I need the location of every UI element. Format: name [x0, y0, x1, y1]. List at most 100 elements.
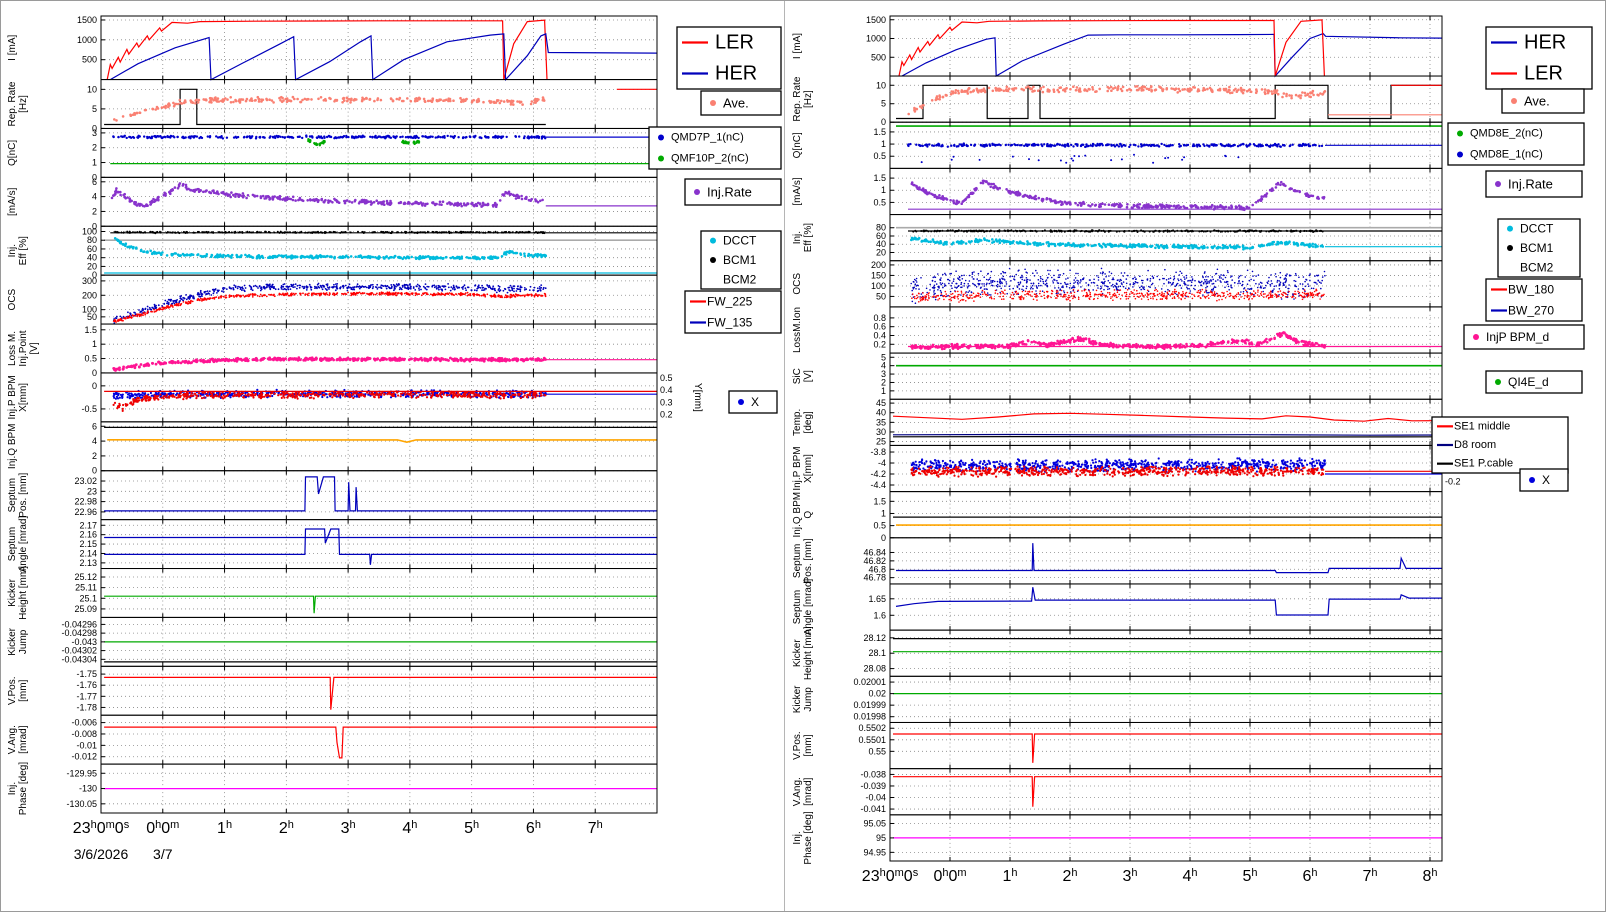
date-label: 3/6/2026	[74, 846, 129, 862]
y-tick-label: 10	[876, 80, 886, 90]
y-tick-label: 0	[881, 117, 886, 127]
legend-dot-swatch	[1511, 98, 1517, 104]
y-axis-label: Eff [%]	[803, 223, 814, 252]
y-axis-label: Pos. [mm]	[18, 472, 29, 517]
y-axis-label: [Hz]	[18, 95, 29, 113]
y-tick-label: 4	[92, 436, 97, 446]
y-tick-label: 2	[92, 206, 97, 216]
subplot-q-nc: 3 2 1 0 Q[nC]	[7, 128, 658, 182]
y-tick-label: 6	[92, 177, 97, 187]
secondary-tick-label: 0.2	[660, 410, 673, 420]
y-axis-label: Kicker	[7, 627, 18, 655]
legend-qi4e: QI4E_d	[1485, 370, 1583, 394]
y-axis-label: [mm]	[18, 679, 29, 701]
y-tick-label: 0	[92, 270, 97, 280]
y-tick-label: 6	[92, 421, 97, 431]
y-tick-label: 5	[881, 352, 886, 362]
series-Y	[910, 465, 1325, 478]
y-tick-label: -0.04304	[61, 654, 97, 664]
y-tick-label: 25	[876, 437, 886, 447]
legend-label: BCM1	[1520, 241, 1554, 255]
y-tick-label: 0.5	[873, 521, 886, 531]
subplot-inj-point: 1.5 1 0.5 0 Loss M. Inj.Point [V]	[7, 323, 658, 378]
legend-label: QMD8E_2(nC)	[1470, 128, 1543, 140]
series-bpm-q	[107, 439, 657, 444]
legend-beam-currents: LER HER	[676, 26, 782, 90]
y-axis-label: Kicker	[792, 685, 803, 713]
y-tick-label: 46.78	[863, 573, 886, 583]
legend-charge-monitors: QMD8E_2(nC) QMD8E_1(nC)	[1447, 122, 1585, 166]
y-axis-label: Septum	[7, 527, 18, 561]
x-tick-label: 4h	[1182, 867, 1197, 885]
y-tick-label: 300	[82, 276, 97, 286]
y-tick-label: 100	[82, 226, 97, 236]
subplot-v-ang: -0.006-0.008-0.01 -0.012 V.Ang. [mrad]	[7, 714, 658, 765]
legend-dot-swatch	[1507, 225, 1513, 232]
series-QMD8E_1(nC)	[920, 153, 1240, 164]
series-Ave.	[113, 95, 546, 122]
legend-eff-monitors: DCCT BCM1 BCM2	[700, 230, 782, 290]
y-axis-label: Pos. [mm]	[803, 538, 814, 583]
x-tick-label: 8h	[1422, 867, 1437, 885]
y-tick-label: -1.78	[76, 702, 97, 712]
series-septum-pos	[104, 476, 657, 512]
y-tick-label: -4.4	[870, 480, 886, 490]
legend-label: DCCT	[1520, 222, 1554, 236]
y-tick-label: 1	[881, 508, 886, 518]
y-tick-label: -4	[878, 458, 886, 468]
y-axis-label: [V]	[803, 370, 814, 382]
legend-dot-swatch	[658, 134, 664, 141]
subplot-lossm-ion: 0.80.60.40.2 LossM.Ion	[792, 306, 1443, 354]
legend-label: DCCT	[723, 234, 757, 248]
y-axis-label: X[mm]	[18, 383, 29, 412]
legend-beam-currents: HER LER	[1485, 26, 1593, 90]
y-axis-label: Inj.P BPM	[7, 375, 18, 419]
series-D8 room	[892, 433, 1443, 436]
legend-dot-swatch	[710, 257, 716, 263]
legend-label: QMD8E_1(nC)	[1470, 149, 1543, 161]
series-HER	[110, 33, 658, 82]
y-tick-label: 0.01998	[853, 712, 886, 722]
legend-charge-monitors: QMD7P_1(nC) QMF10P_2(nC)	[648, 126, 782, 170]
legend-label: FW_225	[707, 295, 753, 309]
y-tick-label: 4	[881, 361, 886, 371]
y-axis-label: Inj.Q BPM	[792, 492, 803, 538]
y-tick-label: 46.8	[868, 564, 886, 574]
y-tick-label: 1.5	[84, 325, 97, 335]
y-axis-label: Inj.	[7, 782, 18, 795]
series-rate-set	[896, 84, 1442, 120]
y-tick-label: 2.16	[79, 530, 97, 540]
legend-dot-swatch	[1495, 379, 1501, 385]
legend-label: HER	[1524, 32, 1566, 54]
y-tick-label: -0.038	[860, 769, 886, 779]
legend-inj-rate: Inj.Rate	[684, 178, 782, 206]
y-tick-label: 100	[871, 281, 886, 291]
y-tick-label: -0.039	[860, 781, 886, 791]
subplot-bpm-q: 6 4 2 0 Inj.Q BPM	[7, 421, 658, 476]
x-tick-label: 2h	[279, 819, 294, 837]
legend-label: QMF10P_2(nC)	[671, 153, 749, 165]
legend-label: SE1 P.cable	[1454, 458, 1513, 470]
legend-label: BW_270	[1508, 304, 1554, 318]
y-tick-label: 0.6	[873, 322, 886, 332]
y-axis-label: OCS	[792, 273, 803, 295]
subplot-kicker-height: 28.12 28.1 28.08 Kicker Height [mm]	[792, 626, 1443, 680]
legend-label: Inj.Rate	[1508, 177, 1553, 192]
subplot-bpm-x: 0 -0.5 Inj.P BPM X[mm] 0.5 0.4 0.3 0.2 Y[mm]	[7, 372, 703, 423]
y-axis-label: Inj.Q BPM	[7, 423, 18, 469]
y-tick-label: 30	[876, 427, 886, 437]
y-tick-label: -129.95	[66, 768, 97, 778]
legend-label: Ave.	[1524, 94, 1550, 109]
y-tick-label: -130.05	[66, 799, 97, 809]
y-axis-label: Jump	[803, 687, 814, 712]
subplot-septum-angle: 2.172.162.152.142.13 Septum Angle [mrad]	[7, 516, 658, 572]
panel-her: 1500 1000 500 I [mA] 10 5 0 Rep. Rate [Hz] 1.5 1 0.…	[784, 1, 1605, 911]
subplot-inj-rate: 6 4 2 0 [mA/s]	[7, 177, 658, 231]
y-tick-label: -0.012	[71, 752, 97, 762]
